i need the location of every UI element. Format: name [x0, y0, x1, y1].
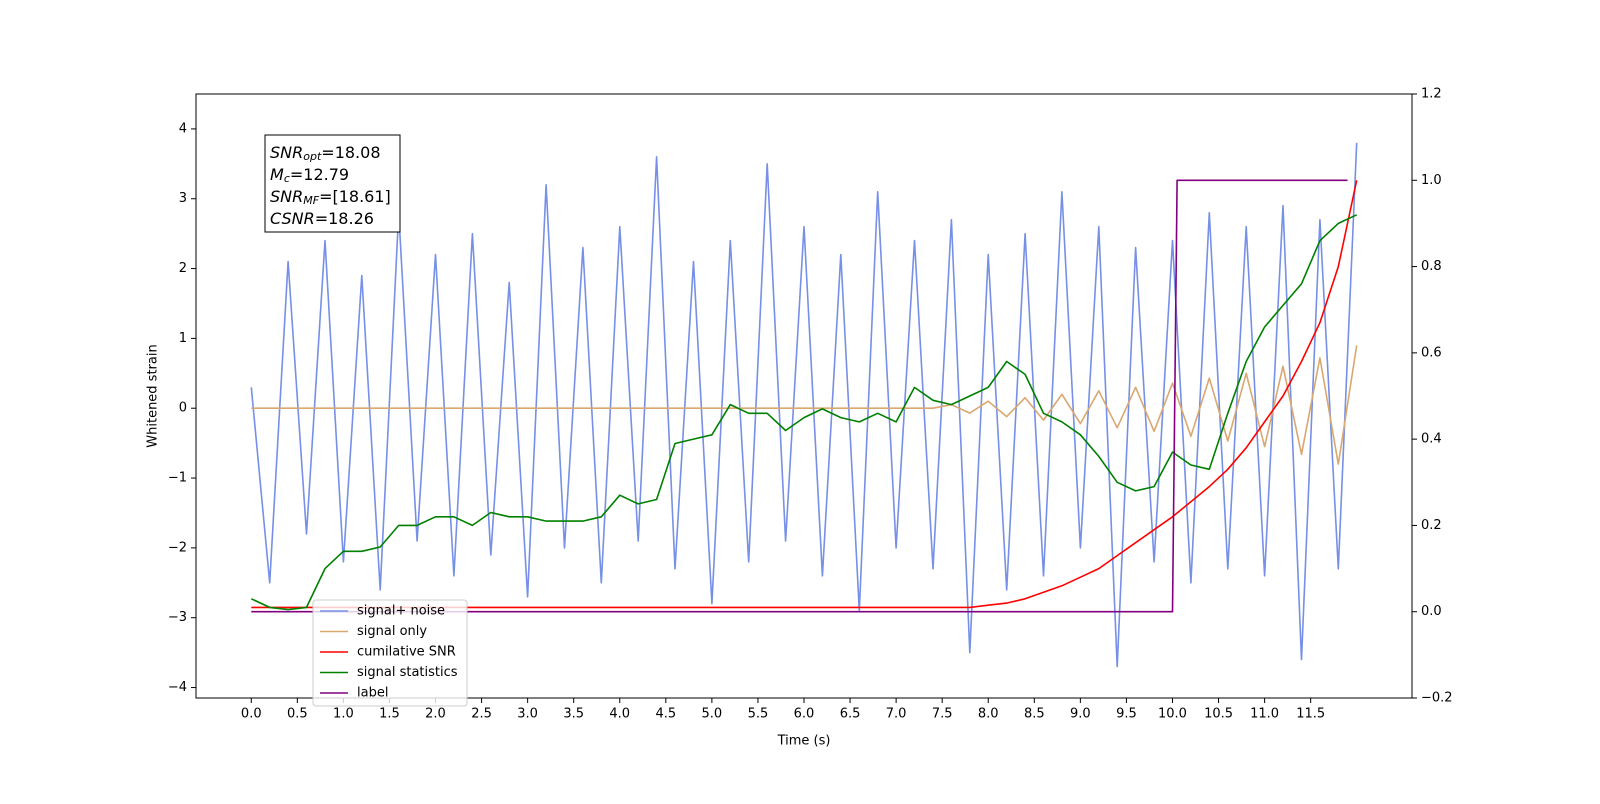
y2-tick-label: 0.8	[1421, 259, 1442, 274]
x-tick-label: 10.5	[1204, 707, 1233, 722]
y2-tick-label: 0.6	[1421, 345, 1442, 360]
y-tick-label: −4	[168, 680, 187, 695]
series-line	[251, 179, 1348, 613]
x-tick-label: 5.5	[748, 707, 769, 722]
x-tick-label: 9.0	[1070, 707, 1091, 722]
y-tick-label: 0	[179, 401, 187, 416]
y2-tick-label: 0.2	[1421, 518, 1442, 533]
x-tick-label: 2.5	[471, 707, 492, 722]
annotation-frame	[264, 134, 401, 233]
annotation-line: SNRMF=[18.61]	[270, 187, 391, 208]
series-line	[250, 214, 1358, 611]
x-tick-label: 4.5	[655, 707, 676, 722]
y-tick-label: −3	[168, 610, 187, 625]
annotation-main: CSNR	[270, 209, 315, 228]
x-tick-label: 11.0	[1250, 707, 1279, 722]
x-tick-label: 3.5	[563, 707, 584, 722]
x-tick-label: 4.0	[609, 707, 630, 722]
y2-tick-label: 1.0	[1421, 173, 1442, 188]
legend: signal+ noise signal only cumilative SNR si…	[312, 599, 468, 707]
annotation-sub: MF	[303, 194, 319, 207]
legend-label: signal only	[357, 624, 427, 639]
annotation-box: SNRopt=18.08Mc=12.79SNRMF=[18.61]CSNR=18…	[264, 134, 401, 233]
x-tick-label: 2.0	[425, 707, 446, 722]
y2-tick-label: 1.2	[1421, 87, 1442, 102]
x-tick-label: 5.0	[702, 707, 723, 722]
x-tick-label: 6.0	[794, 707, 815, 722]
x-tick-label: 9.5	[1116, 707, 1137, 722]
annotation-rest: =[18.61]	[319, 187, 391, 206]
series-line	[251, 345, 1358, 465]
annotation-rest: =18.26	[315, 209, 374, 228]
series-line	[251, 180, 1358, 609]
x-tick-label: 8.5	[1024, 707, 1045, 722]
series-line	[250, 142, 1358, 668]
x-tick-label: 1.5	[379, 707, 400, 722]
x-tick-label: 6.5	[840, 707, 861, 722]
y-tick-label: 1	[179, 331, 187, 346]
annotation-line: Mc=12.79	[270, 165, 349, 186]
annotation-main: SNR	[270, 187, 303, 206]
annotation-rest: =18.08	[321, 143, 380, 162]
y-axis-label: Whitened strain	[146, 344, 161, 447]
legend-label: signal+ noise	[357, 604, 445, 619]
legend-frame	[312, 599, 468, 707]
x-tick-label: 7.5	[932, 707, 953, 722]
y2-tick-label: 0.0	[1421, 604, 1442, 619]
y-tick-label: 3	[179, 191, 187, 206]
annotation-rest: =12.79	[290, 165, 349, 184]
legend-label: cumilative SNR	[357, 645, 456, 660]
annotation-main: M	[270, 165, 284, 184]
legend-label: signal statistics	[357, 665, 458, 680]
legend-label: label	[357, 686, 388, 701]
x-tick-label: 3.0	[517, 707, 538, 722]
x-tick-label: 8.0	[978, 707, 999, 722]
y-tick-label: −2	[168, 540, 187, 555]
annotation-sub: c	[284, 172, 290, 185]
annotation-line: CSNR=18.26	[270, 209, 374, 228]
x-tick-label: 0.5	[287, 707, 308, 722]
x-tick-label: 1.0	[333, 707, 354, 722]
x-tick-label: 10.0	[1158, 707, 1187, 722]
annotation-main: SNR	[270, 143, 303, 162]
x-axis-label: Time (s)	[777, 734, 831, 749]
y-tick-label: −1	[168, 471, 187, 486]
y2-tick-label: −0.2	[1421, 691, 1453, 706]
x-tick-label: 0.0	[241, 707, 262, 722]
annotation-sub: opt	[303, 150, 322, 163]
y-tick-label: 4	[179, 121, 187, 136]
x-tick-label: 7.0	[886, 707, 907, 722]
annotation-line: SNRopt=18.08	[270, 143, 381, 164]
y2-tick-label: 0.4	[1421, 432, 1442, 447]
x-tick-label: 11.5	[1296, 707, 1325, 722]
y-tick-label: 2	[179, 261, 187, 276]
